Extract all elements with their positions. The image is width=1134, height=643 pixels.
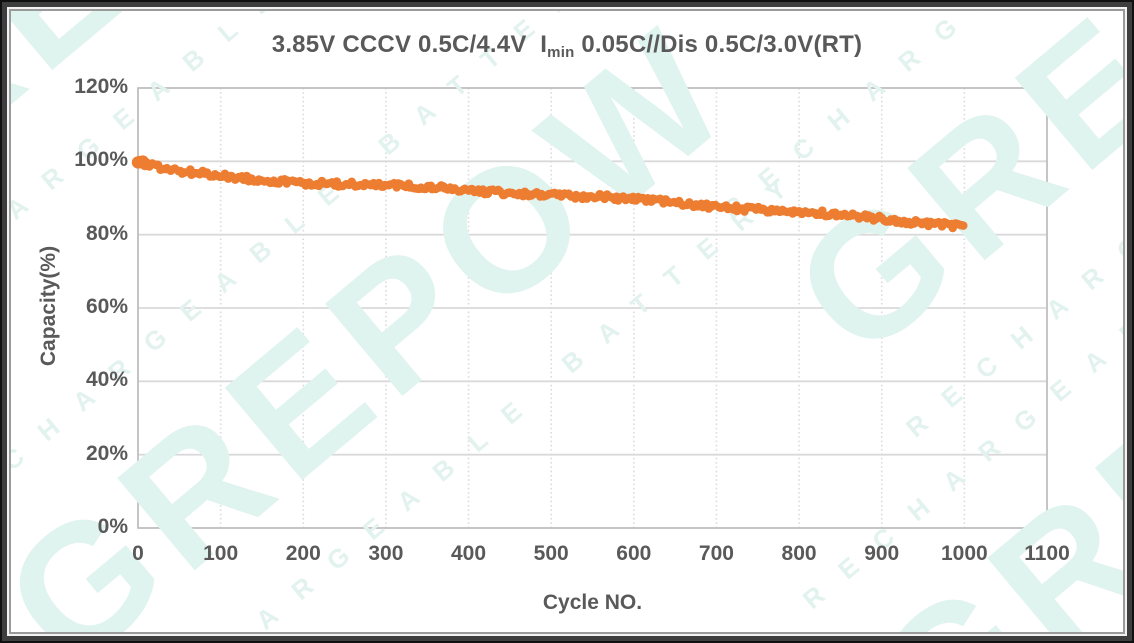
y-tick-label: 80% bbox=[85, 221, 128, 245]
y-tick-label: 120% bbox=[74, 75, 128, 98]
x-tick-label: 1100 bbox=[1024, 542, 1070, 565]
x-tick-label: 400 bbox=[451, 542, 487, 565]
y-tick-label: 20% bbox=[85, 441, 128, 465]
chart-title-text-after: 0.05C//Dis 0.5C/3.0V(RT) bbox=[574, 31, 863, 58]
y-axis-title: Capacity(%) bbox=[37, 245, 60, 367]
y-tick-label: 60% bbox=[85, 295, 128, 318]
chart-title: 3.85V CCCV 0.5C/4.4V Imin 0.05C//Dis 0.5… bbox=[0, 31, 1134, 61]
x-tick-label: 800 bbox=[781, 542, 817, 565]
x-tick-label: 1000 bbox=[941, 542, 988, 565]
x-axis-title: Cycle NO. bbox=[542, 591, 643, 614]
y-tick-label: 0% bbox=[97, 515, 128, 538]
x-tick-label: 700 bbox=[698, 542, 734, 565]
x-tick-label: 600 bbox=[616, 542, 652, 565]
x-tick-label: 200 bbox=[285, 542, 321, 565]
x-tick-label: 300 bbox=[368, 542, 404, 565]
x-tick-label: 900 bbox=[864, 542, 900, 565]
chart-title-text: 3.85V CCCV 0.5C/4.4V I bbox=[271, 31, 548, 58]
y-tick-label: 100% bbox=[74, 148, 128, 172]
chart-title-subscript: min bbox=[547, 44, 575, 61]
x-tick-label: 0 bbox=[132, 542, 144, 565]
x-tick-label: 500 bbox=[533, 542, 569, 565]
y-tick-label: 40% bbox=[85, 368, 128, 392]
x-tick-label: 100 bbox=[203, 542, 239, 565]
